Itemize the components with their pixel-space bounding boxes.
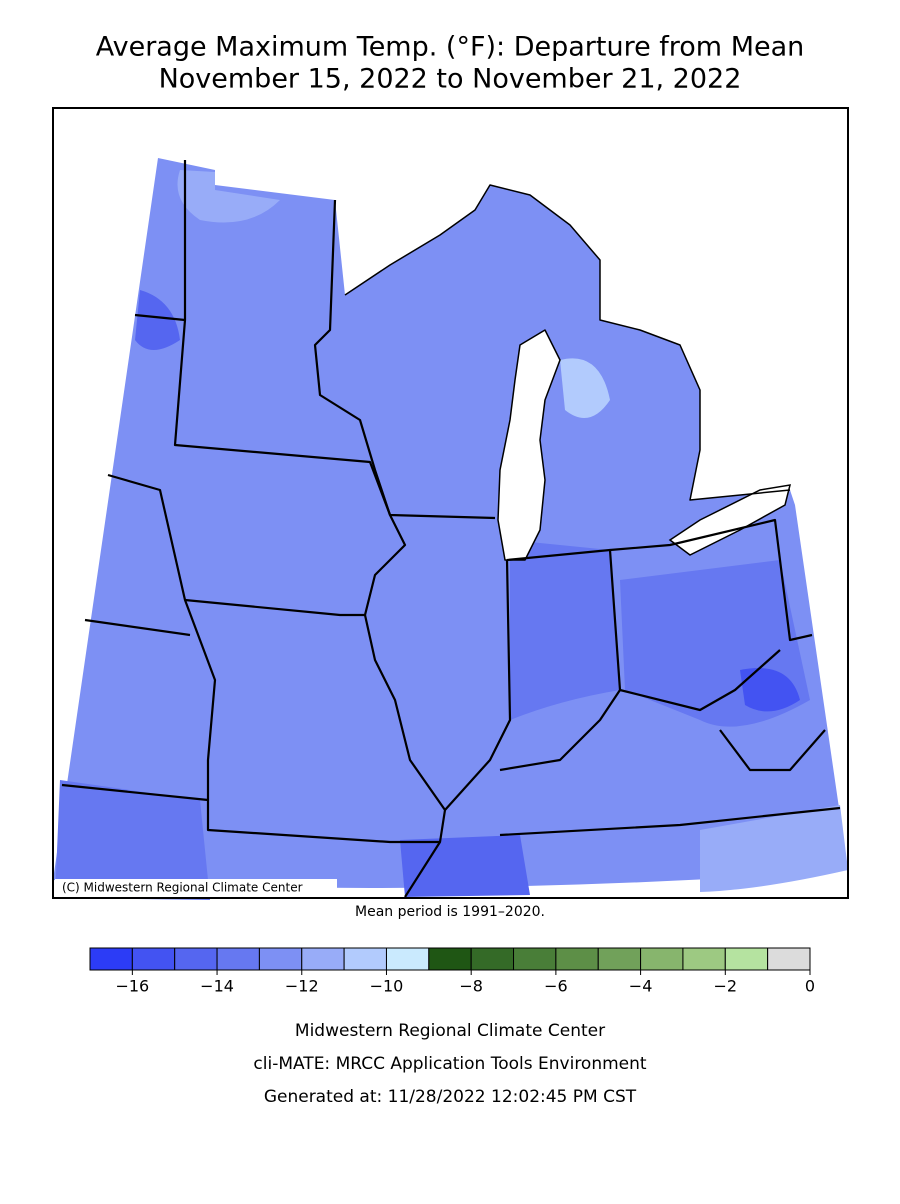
anomaly-area [177,170,280,223]
map-frame [52,107,849,899]
legend-swatch [343,947,387,971]
legend-tick-label: −4 [629,977,653,996]
title-line: November 15, 2022 to November 21, 2022 [159,64,742,95]
state-border [173,160,496,520]
mean-period-note: Mean period is 1991–2020. [355,904,545,920]
legend-swatch [89,947,133,971]
legend-swatch [470,947,515,971]
legend-swatch [428,947,472,971]
anomaly-area [135,290,180,350]
legend-swatch [131,947,176,971]
state-border [61,313,841,837]
state-border [499,548,622,772]
legend: −16 −14 −12 −10 −8 −6 −4 −2 0 [89,947,815,996]
legend-swatch [301,947,345,971]
legend-swatch [767,947,811,971]
legend-swatch [258,947,303,971]
state-border [184,598,447,898]
legend-tick-label: −2 [713,977,737,996]
title-line: Average Maximum Temp. (°F): Departure fr… [96,32,805,63]
state-border [313,199,407,616]
legend-tick-label: −8 [459,977,483,996]
anomaly-area [510,540,620,720]
credit-box [55,879,337,897]
legend-swatch [174,947,218,971]
legend-tick-label: −6 [544,977,568,996]
anomaly-area [740,668,800,712]
map: (C) Midwestern Regional Climate Center [52,107,849,900]
footer-line: Generated at: 11/28/2022 12:02:45 PM CST [264,1087,637,1107]
anomaly-area [700,805,848,892]
state-border [107,473,440,844]
legend-swatch [216,947,260,971]
temperature-field [53,158,848,888]
legend-swatch [555,947,599,971]
state-border [444,559,512,811]
footer-line: cli-MATE: MRCC Application Tools Environ… [253,1054,646,1074]
legend-tick-label: −14 [200,977,234,996]
legend-swatch [597,947,642,971]
legend-swatch [385,947,430,971]
legend-tick-label: −16 [115,977,149,996]
anomaly-area [400,835,530,897]
legend-swatch [640,947,684,971]
legend-swatch [724,947,769,971]
state-border [609,518,813,642]
lake [497,329,561,561]
state-border [619,649,826,772]
legend-swatch [682,947,726,971]
legend-tick-label: −12 [285,977,319,996]
map-credit: (C) Midwestern Regional Climate Center [62,881,303,895]
footer-line: Midwestern Regional Climate Center [295,1021,605,1041]
legend-tick-label: 0 [805,977,815,996]
anomaly-area [55,780,210,900]
anomaly-area [560,358,610,418]
shoreline [344,184,791,501]
legend-swatch [513,947,557,971]
legend-tick-label: −10 [370,977,404,996]
